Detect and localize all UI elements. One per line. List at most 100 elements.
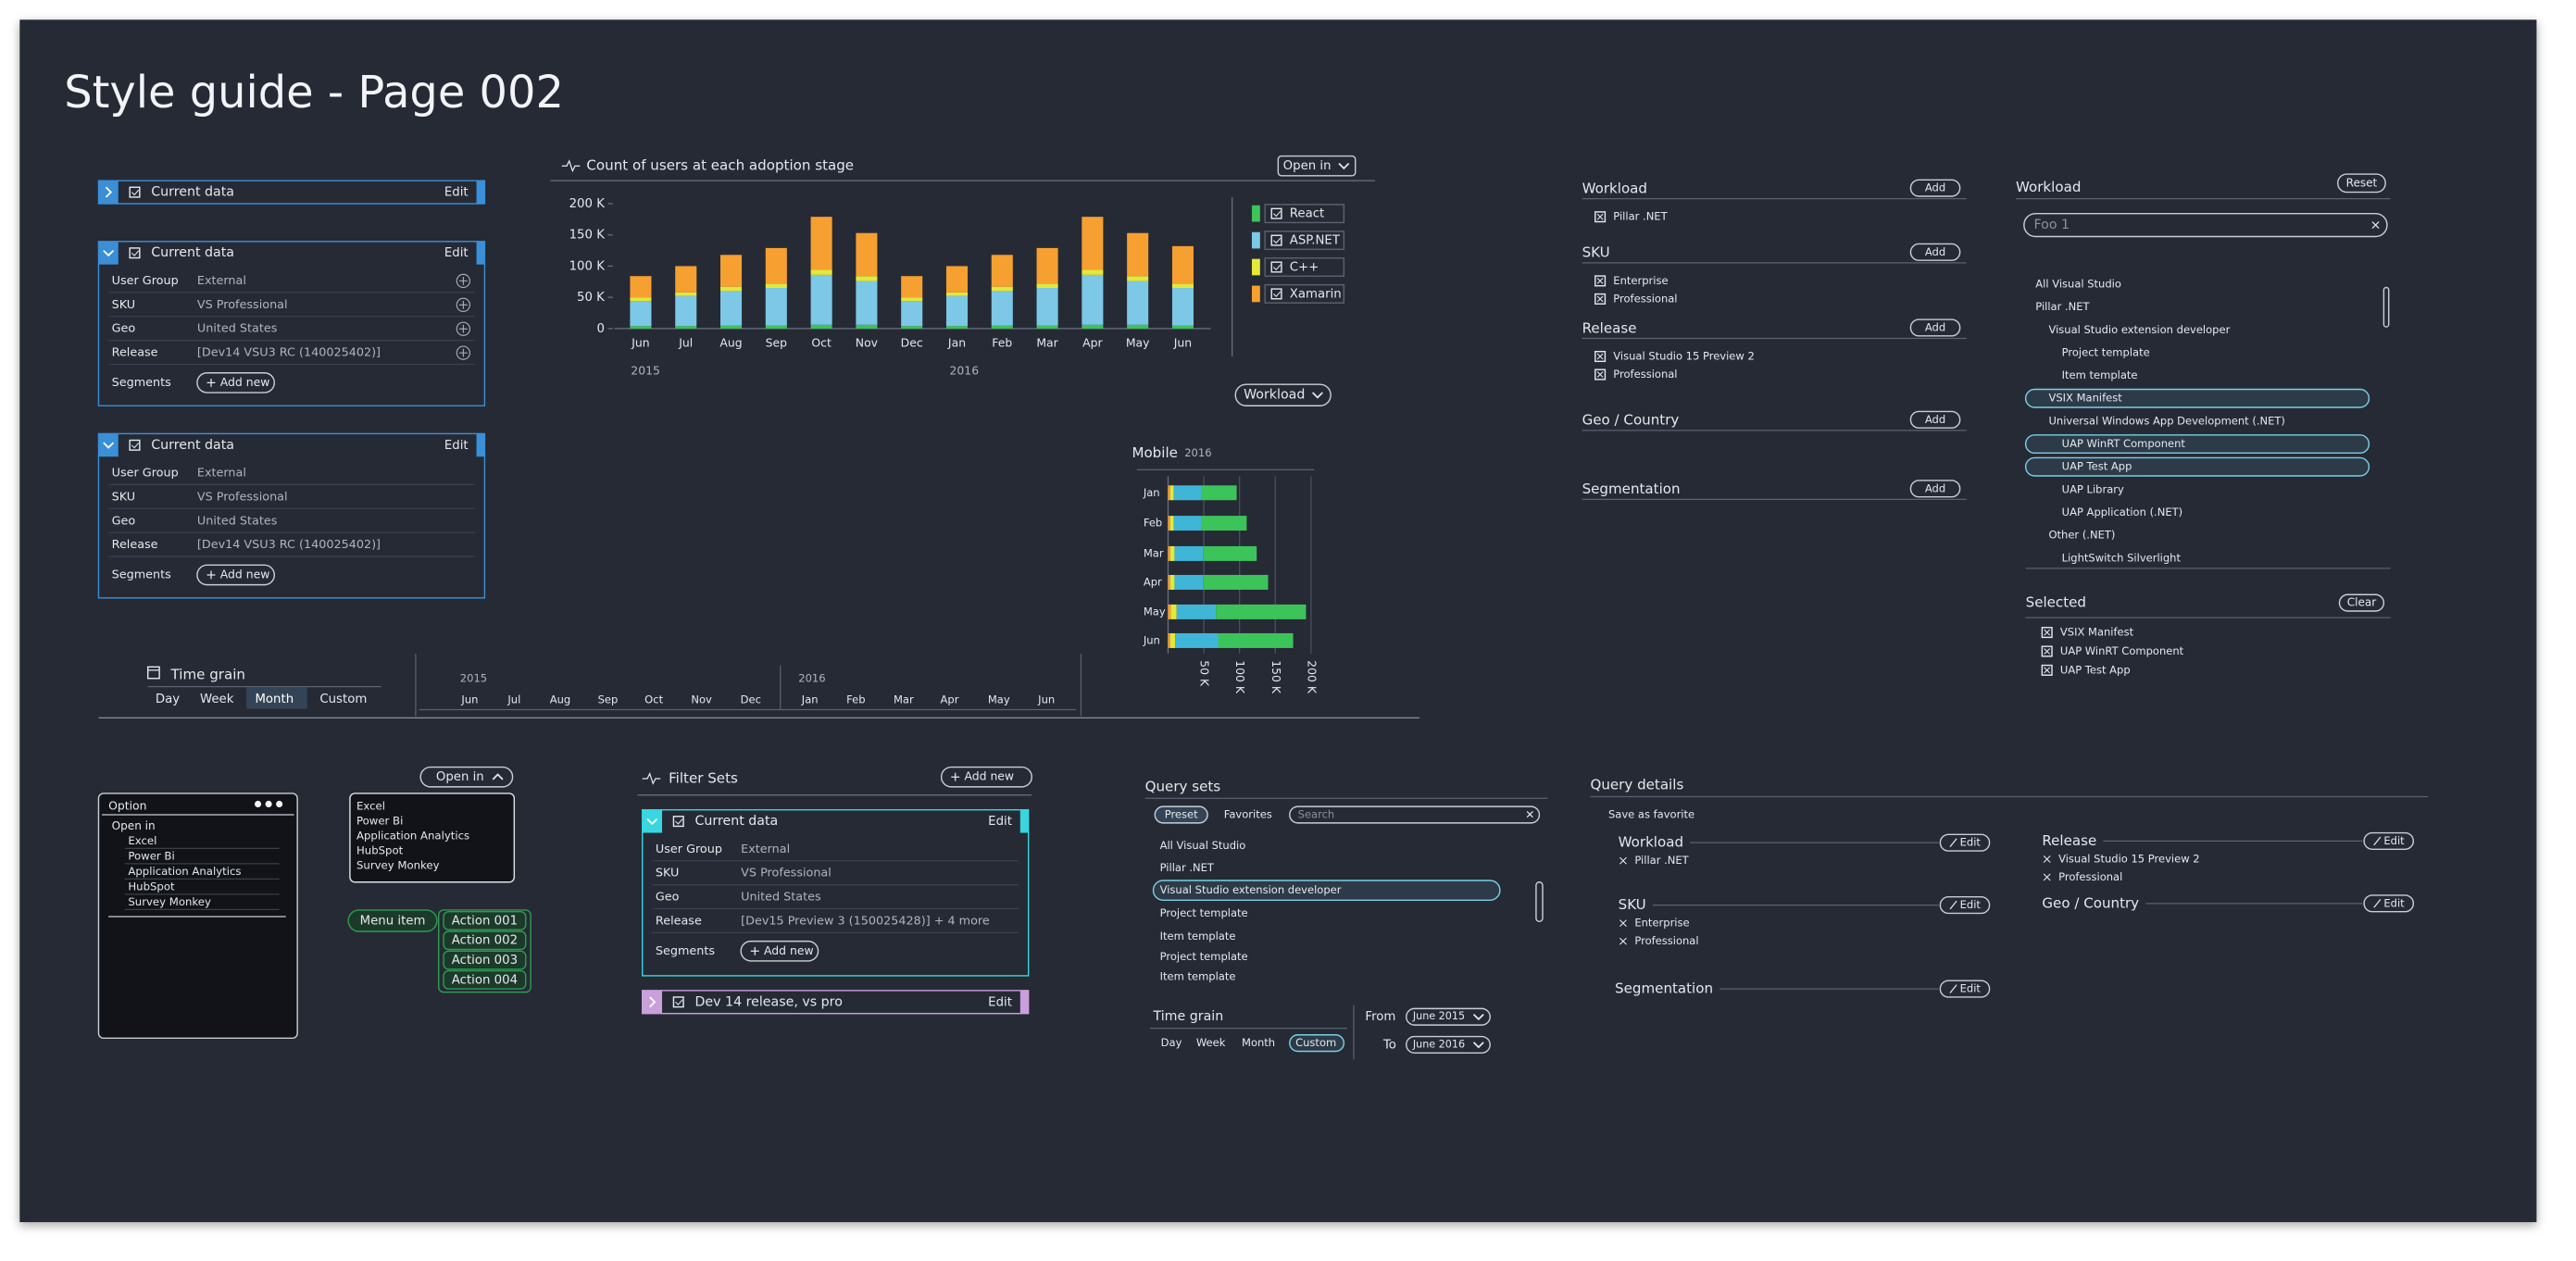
button-label[interactable]: Clear xyxy=(2347,596,2377,609)
checkbox[interactable] xyxy=(2041,664,2053,676)
legend-label[interactable]: C++ xyxy=(1290,260,1319,274)
button[interactable] xyxy=(1909,318,1961,337)
edit-button[interactable] xyxy=(2363,894,2415,913)
legend-label[interactable]: React xyxy=(1290,207,1325,221)
month-label[interactable]: Jun xyxy=(1037,693,1055,705)
button-label[interactable]: Add xyxy=(1925,320,1945,333)
checkbox[interactable] xyxy=(672,996,684,1008)
tree-item[interactable]: Pillar .NET xyxy=(2035,300,2090,313)
action-item[interactable] xyxy=(443,969,527,990)
button-label[interactable]: Reset xyxy=(2346,176,2378,189)
query-item[interactable]: All Visual Studio xyxy=(1160,839,1246,852)
grain-option[interactable]: Custom xyxy=(1295,1036,1336,1049)
query-item[interactable]: Pillar .NET xyxy=(1160,861,1215,874)
query-item[interactable]: Item template xyxy=(1160,969,1236,982)
submenu-entry[interactable]: HubSpot xyxy=(128,880,175,893)
checkbox[interactable] xyxy=(129,247,141,259)
action-item[interactable] xyxy=(443,910,527,930)
tree-item[interactable]: VSIX Manifest xyxy=(2048,392,2122,405)
add-icon[interactable] xyxy=(456,345,470,360)
button[interactable] xyxy=(419,766,514,788)
edit-label[interactable]: Edit xyxy=(2383,896,2405,909)
menu-entry[interactable]: Application Analytics xyxy=(356,830,469,843)
edit-label[interactable]: Edit xyxy=(2383,834,2405,847)
month-label[interactable]: Nov xyxy=(691,693,712,705)
open-in-label[interactable]: Open in xyxy=(1283,159,1332,173)
add-button[interactable] xyxy=(196,564,276,586)
add-button-label[interactable]: Add new xyxy=(220,567,270,581)
query-item[interactable]: Item template xyxy=(1160,930,1236,943)
checkbox[interactable] xyxy=(1270,288,1282,300)
menu-entry[interactable]: Excel xyxy=(356,800,385,813)
add-icon[interactable] xyxy=(456,321,470,336)
query-item[interactable]: Project template xyxy=(1160,950,1248,963)
add-button-label[interactable]: Add new xyxy=(220,375,270,389)
grain-option[interactable]: Day xyxy=(156,693,180,706)
button-label[interactable]: Preset xyxy=(1165,808,1198,821)
tree-item[interactable]: UAP WinRT Component xyxy=(2062,437,2186,450)
submenu-entry[interactable]: Power Bi xyxy=(128,849,174,862)
expand-toggle[interactable] xyxy=(642,809,663,833)
month-label[interactable]: Dec xyxy=(741,693,761,705)
date-dropdown[interactable] xyxy=(1406,1007,1491,1026)
expand-toggle[interactable] xyxy=(98,181,119,205)
checkbox[interactable] xyxy=(129,439,141,451)
button-label[interactable]: Open in xyxy=(436,770,484,784)
expand-toggle[interactable] xyxy=(642,990,663,1014)
add-icon[interactable] xyxy=(456,273,470,289)
checkbox[interactable] xyxy=(672,816,684,828)
add-button[interactable] xyxy=(196,372,276,393)
edit-button[interactable] xyxy=(2363,831,2415,850)
add-button[interactable] xyxy=(940,766,1032,788)
button-label[interactable]: Add xyxy=(1925,481,1945,494)
month-label[interactable]: Jan xyxy=(801,693,819,705)
grain-option[interactable]: Week xyxy=(1196,1036,1226,1049)
month-label[interactable]: Jun xyxy=(460,693,478,705)
checkbox[interactable] xyxy=(129,186,141,198)
checkbox[interactable] xyxy=(1594,350,1607,363)
edit-link[interactable]: Edit xyxy=(988,995,1012,1009)
checkbox[interactable] xyxy=(1270,261,1282,273)
menu-entry[interactable]: HubSpot xyxy=(356,844,404,857)
grain-option[interactable]: Month xyxy=(255,693,294,706)
button[interactable] xyxy=(2338,593,2385,612)
tab[interactable]: Favorites xyxy=(1224,808,1272,821)
checkbox[interactable] xyxy=(1594,275,1607,287)
workload-dropdown[interactable] xyxy=(1234,383,1332,406)
tree-item[interactable]: UAP Application (.NET) xyxy=(2062,506,2182,518)
expand-toggle[interactable] xyxy=(98,241,119,265)
button[interactable] xyxy=(1909,243,1961,261)
tree-item[interactable]: Visual Studio extension developer xyxy=(2048,323,2230,336)
edit-button[interactable] xyxy=(1939,980,1991,998)
edit-button[interactable] xyxy=(1939,896,1991,915)
legend-label[interactable]: ASP.NET xyxy=(1290,234,1341,248)
action-label[interactable]: Action 001 xyxy=(452,914,518,928)
date-value[interactable]: June 2015 xyxy=(1412,1010,1465,1022)
tree-item[interactable]: UAP Library xyxy=(2062,482,2124,495)
button[interactable] xyxy=(1154,805,1208,824)
month-label[interactable]: Oct xyxy=(644,693,663,705)
checkbox[interactable] xyxy=(2041,627,2053,639)
action-label[interactable]: Action 004 xyxy=(452,973,518,987)
add-icon[interactable] xyxy=(456,297,470,312)
button[interactable] xyxy=(1909,410,1961,429)
button-label[interactable]: Add xyxy=(1925,181,1945,194)
query-item[interactable]: Project template xyxy=(1160,906,1248,919)
legend-item[interactable] xyxy=(1264,283,1345,304)
checkbox[interactable] xyxy=(1594,368,1607,381)
button[interactable] xyxy=(1909,480,1961,498)
save-link[interactable]: Save as favorite xyxy=(1608,808,1694,821)
tree-item[interactable]: Project template xyxy=(2062,345,2150,358)
action-label[interactable]: Action 003 xyxy=(452,954,518,968)
month-label[interactable]: Mar xyxy=(894,693,914,705)
edit-link[interactable]: Edit xyxy=(988,815,1012,829)
action-item[interactable] xyxy=(443,950,527,970)
edit-label[interactable]: Edit xyxy=(1960,898,1982,911)
submenu-entry[interactable]: Survey Monkey xyxy=(128,895,211,908)
legend-item[interactable] xyxy=(1264,257,1345,277)
search-box[interactable] xyxy=(2023,212,2388,238)
add-button-label[interactable]: Add new xyxy=(764,943,814,957)
tree-item[interactable]: Item template xyxy=(2062,368,2138,381)
tree-item[interactable]: Other (.NET) xyxy=(2048,529,2115,542)
date-dropdown[interactable] xyxy=(1406,1035,1491,1054)
